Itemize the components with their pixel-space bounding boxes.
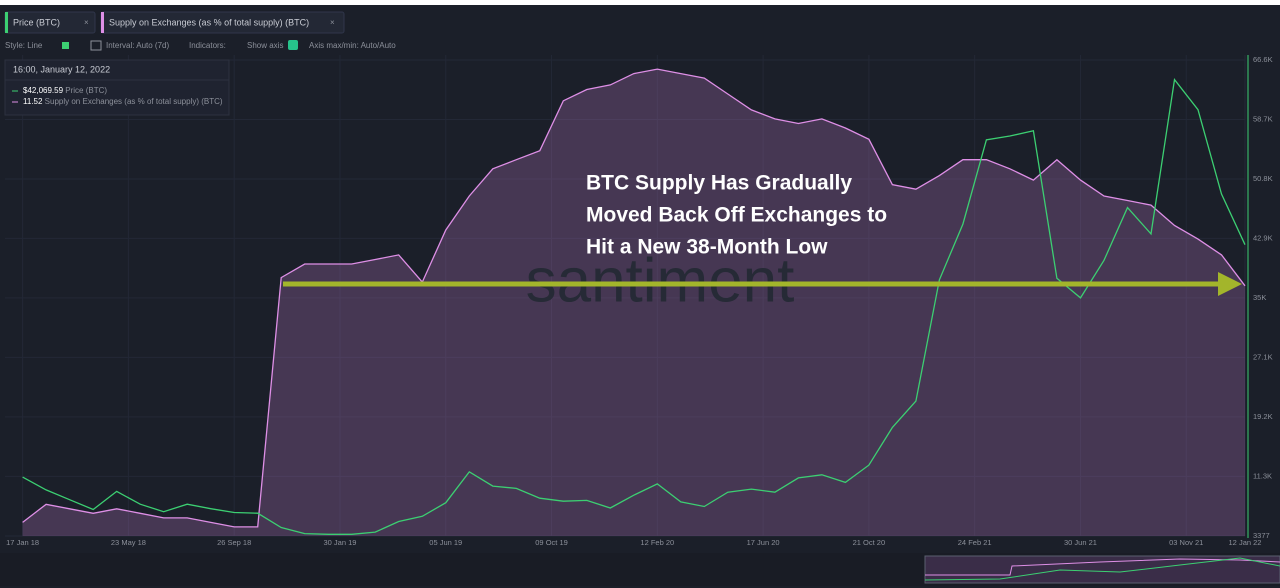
tooltip-row: 11.52 Supply on Exchanges (as % of total…	[23, 97, 223, 106]
y-tick-label: 58.7K	[1253, 114, 1273, 123]
plot-area: 3377 11.3K 19.2K 27.1K 35K 42.9K 50.8K 58.7K 66.…	[5, 55, 1273, 547]
y-tick-label: 19.2K	[1253, 412, 1273, 421]
tooltip-date: 16:00, January 12, 2022	[13, 64, 110, 74]
annotation: Hit a New 38-Month Low	[586, 236, 828, 259]
x-tick-label: 26 Sep 18	[217, 538, 251, 547]
toolbar-item[interactable]: Indicators:	[189, 41, 226, 50]
tab-color	[101, 12, 104, 33]
calendar-icon	[90, 40, 102, 51]
toolbar-item[interactable]: Axis max/min: Auto/Auto	[309, 41, 396, 50]
tooltip-value: $42,069.59	[23, 86, 64, 95]
y-tick-label: 3377	[1253, 531, 1270, 540]
x-tick-label: 24 Feb 21	[958, 538, 992, 547]
x-tick-label: 21 Oct 20	[853, 538, 886, 547]
y-tick-label: 27.1K	[1253, 352, 1273, 361]
top-strip	[0, 0, 1280, 5]
line	[22, 68, 1246, 528]
navigator-line	[925, 558, 1280, 576]
tab-close[interactable]: ×	[84, 18, 89, 27]
tooltip-series: Price (BTC)	[65, 86, 107, 95]
x-tick-label: 03 Nov 21	[1169, 538, 1203, 547]
annotation: Moved Back Off Exchanges to	[586, 204, 887, 227]
checkbox[interactable]	[288, 40, 298, 50]
tooltip-row: $42,069.59 Price (BTC)	[23, 86, 107, 95]
x-tick-label: 17 Jun 20	[747, 538, 780, 547]
tooltip-value: 11.52	[23, 97, 43, 106]
tooltip	[4, 59, 230, 116]
navigator-line	[924, 557, 1280, 581]
area	[22, 69, 1246, 536]
arrow-head	[1218, 272, 1242, 296]
y-tick-label: 11.3K	[1253, 471, 1272, 480]
toolbar-item[interactable]: Show axis	[247, 41, 283, 50]
toolbar-item[interactable]: Style: Line	[5, 41, 43, 50]
tab-close[interactable]: ×	[330, 18, 335, 27]
annotation: BTC Supply Has Gradually	[586, 172, 852, 195]
x-tick-label: 30 Jun 21	[1064, 538, 1097, 547]
y-tick-label: 35K	[1253, 293, 1266, 302]
y-tick-label: 50.8K	[1253, 174, 1273, 183]
watermark: santiment	[526, 246, 795, 315]
line	[22, 78, 1246, 535]
x-tick-label: 12 Jan 22	[1229, 538, 1262, 547]
tab-label: Supply on Exchanges (as % of total suppl…	[109, 17, 309, 27]
tab-label: Price (BTC)	[13, 17, 60, 27]
x-tick-label: 05 Jun 19	[429, 538, 462, 547]
x-tick-label: 09 Oct 19	[535, 538, 568, 547]
x-tick-label: 12 Feb 20	[640, 538, 674, 547]
color-swatch[interactable]	[62, 42, 69, 49]
tab-color	[5, 12, 8, 33]
y-tick-label: 66.6K	[1253, 55, 1273, 64]
tooltip-series: Supply on Exchanges (as % of total suppl…	[45, 97, 223, 106]
x-tick-label: 23 May 18	[111, 538, 146, 547]
x-tick-label: 30 Jan 19	[323, 538, 356, 547]
x-tick-label: 17 Jan 18	[6, 538, 39, 547]
toolbar-item[interactable]: Interval: Auto (7d)	[106, 41, 169, 50]
y-tick-label: 42.9K	[1253, 233, 1273, 242]
